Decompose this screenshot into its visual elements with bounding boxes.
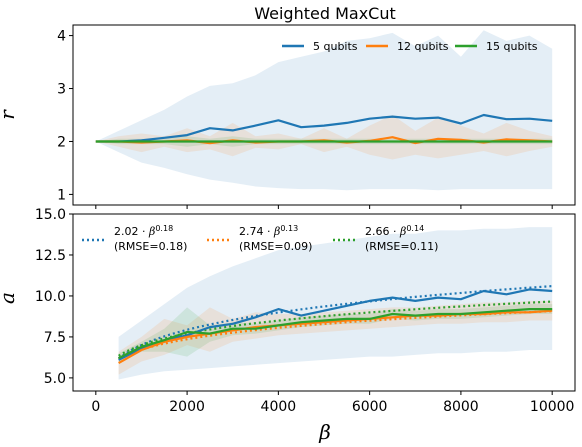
series-line-3	[118, 308, 553, 360]
bottom-y-axis-label: a	[0, 292, 19, 304]
band-3	[118, 304, 553, 364]
x-tick-label: 2000	[169, 399, 205, 415]
y-tick-label: 12.5	[35, 248, 66, 264]
bottom-panel: a β 5.0 7.5 10.0 12.5 15.0 0 2000 4000 6000 8000 1…	[0, 207, 576, 444]
top-y-axis-label: r	[0, 109, 19, 120]
x-tick-label: 10000	[530, 399, 575, 415]
y-tick-label: 5.0	[44, 371, 66, 387]
y-tick-label: 10.0	[35, 289, 66, 305]
plot-frame	[72, 213, 576, 392]
plot-frame	[72, 24, 576, 206]
top-panel: r 1 2 3 4 5 qubits 12 qubits 15 qubits	[0, 24, 576, 209]
y-tick-label: 15.0	[35, 207, 66, 223]
legend-label: 2.02 · β0.18	[114, 224, 173, 238]
band-2	[118, 300, 553, 375]
x-tick-label: 8000	[443, 399, 479, 415]
x-tick-label: 6000	[352, 399, 388, 415]
band-1	[95, 30, 553, 191]
legend-label: 5 qubits	[313, 40, 358, 53]
series-line-1	[95, 113, 553, 143]
x-tick-label: 4000	[261, 399, 297, 415]
band-1	[118, 227, 553, 380]
legend-label: 2.74 · β0.13	[239, 224, 298, 238]
x-tick-label: 0	[91, 399, 100, 415]
y-tick-label: 4	[57, 29, 66, 45]
legend-rmse: (RMSE=0.09)	[239, 240, 312, 253]
y-tick-label: 2	[57, 134, 66, 150]
legend-rmse: (RMSE=0.18)	[114, 240, 187, 253]
x-axis-label: β	[318, 420, 331, 444]
legend-label: 15 qubits	[486, 40, 538, 53]
figure-title: Weighted MaxCut	[254, 4, 396, 23]
band-2	[95, 115, 553, 160]
y-tick-label: 1	[57, 187, 66, 203]
legend-rmse: (RMSE=0.11)	[365, 240, 438, 253]
series-line-1	[118, 288, 553, 361]
series-line-2	[118, 309, 553, 365]
legend-label: 12 qubits	[397, 40, 449, 53]
y-tick-label: 7.5	[44, 330, 66, 346]
legend-label: 2.66 · β0.14	[365, 224, 424, 238]
y-tick-label: 3	[57, 82, 66, 98]
